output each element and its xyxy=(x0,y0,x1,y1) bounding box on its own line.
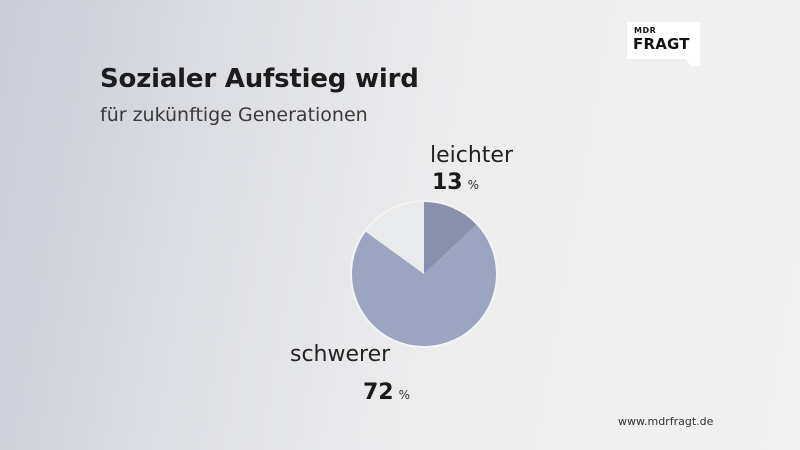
slice-label-leichter: leichter xyxy=(430,143,514,168)
pie-slice-rest xyxy=(365,202,424,274)
pie-slice-schwerer xyxy=(352,224,497,346)
slice-value-leichter: 13% xyxy=(432,170,479,195)
value-unit-schwerer: % xyxy=(398,388,411,402)
slice-label-schwerer: schwerer xyxy=(290,342,391,367)
footer-url: www.mdrfragt.de xyxy=(618,415,714,428)
pie-slice-leichter xyxy=(424,202,477,274)
value-number-schwerer: 72 xyxy=(363,380,394,405)
value-unit-leichter: % xyxy=(467,178,480,192)
slice-value-schwerer: 72% xyxy=(363,380,410,405)
chart-title: Sozialer Aufstieg wird xyxy=(100,64,419,94)
logo-text-main: FRAGT xyxy=(633,35,690,53)
mdr-fragt-logo: MDR FRAGT xyxy=(627,22,700,66)
value-number-leichter: 13 xyxy=(432,170,463,195)
chart-subtitle: für zukünftige Generationen xyxy=(100,104,368,126)
logo-text-top: MDR xyxy=(634,26,657,35)
